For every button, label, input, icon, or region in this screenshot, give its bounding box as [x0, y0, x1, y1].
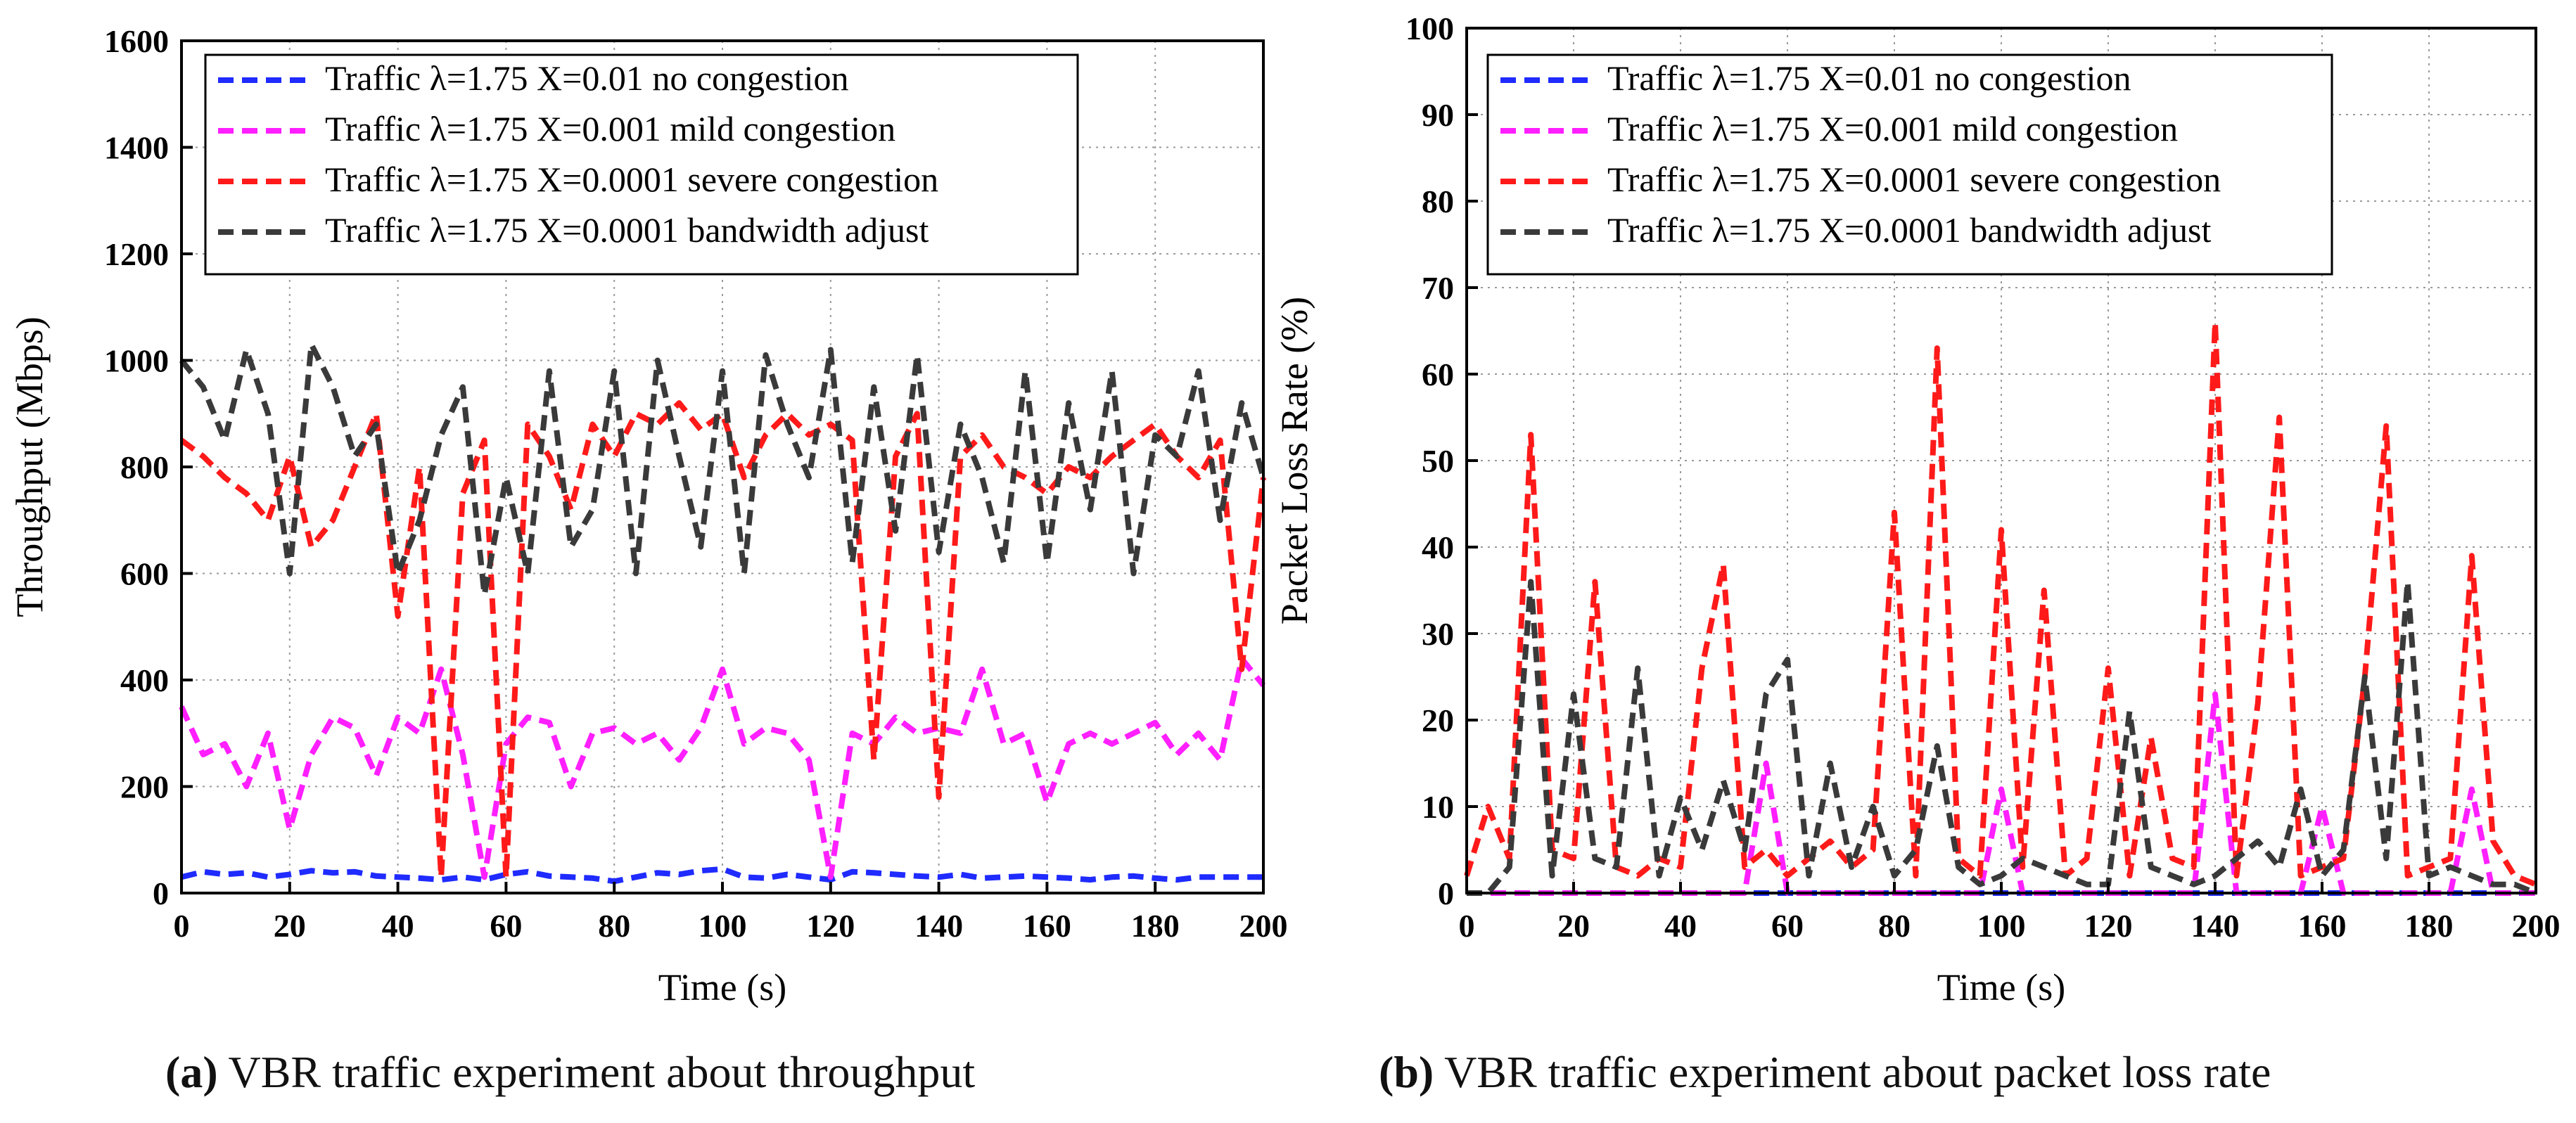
- series-line-4: [1467, 579, 2537, 896]
- y-tick-label: 200: [120, 769, 169, 805]
- x-tick-label: 200: [2512, 908, 2561, 944]
- y-tick-label: 400: [120, 662, 169, 698]
- x-tick-label: 200: [1239, 908, 1288, 944]
- x-axis-label: Time (s): [1937, 966, 2066, 1008]
- series-line-2: [179, 655, 1266, 880]
- x-tick-label: 60: [1771, 908, 1804, 944]
- x-tick-label: 160: [1023, 908, 1071, 944]
- legend-label: Traffic λ=1.75 X=0.001 mild congestion: [325, 109, 895, 148]
- legend-label: Traffic λ=1.75 X=0.01 no congestion: [325, 58, 848, 98]
- x-tick-label: 180: [1131, 908, 1180, 944]
- x-tick-label: 20: [1557, 908, 1590, 944]
- y-tick-label: 30: [1422, 616, 1454, 652]
- y-axis-label: Throughput (Mbps): [8, 316, 51, 617]
- y-tick-label: 0: [153, 875, 169, 911]
- y-tick-label: 600: [120, 556, 169, 592]
- x-axis-label: Time (s): [658, 966, 787, 1008]
- y-tick-label: 0: [1438, 875, 1454, 911]
- y-tick-label: 20: [1422, 702, 1454, 738]
- x-tick-label: 60: [490, 908, 522, 944]
- y-tick-label: 70: [1422, 270, 1454, 306]
- y-tick-label: 100: [1405, 11, 1454, 46]
- legend-box: [204, 53, 1079, 276]
- legend-label: Traffic λ=1.75 X=0.0001 bandwidth adjust: [1607, 210, 2211, 250]
- y-tick-label: 800: [120, 449, 169, 485]
- x-tick-label: 140: [914, 908, 963, 944]
- x-tick-label: 160: [2298, 908, 2347, 944]
- x-tick-label: 120: [806, 908, 855, 944]
- caption-b-text: VBR traffic experiment about packet loss…: [1434, 1047, 2271, 1097]
- caption-a-letter: (a): [165, 1047, 218, 1097]
- caption-b-letter: (b): [1379, 1047, 1434, 1097]
- x-tick-label: 0: [174, 908, 190, 944]
- caption-b: (b) VBR traffic experiment about packet …: [1379, 1046, 2271, 1098]
- y-tick-label: 50: [1422, 443, 1454, 479]
- series-line-4: [179, 341, 1266, 598]
- y-axis-label: Packet Loss Rate (%): [1273, 297, 1315, 624]
- y-tick-label: 80: [1422, 184, 1454, 219]
- y-tick-label: 1000: [104, 343, 169, 379]
- x-tick-label: 0: [1459, 908, 1475, 944]
- legend-label: Traffic λ=1.75 X=0.0001 bandwidth adjust: [325, 210, 929, 250]
- x-tick-label: 80: [1878, 908, 1911, 944]
- x-tick-label: 100: [1977, 908, 2026, 944]
- y-tick-label: 60: [1422, 357, 1454, 392]
- x-tick-label: 100: [699, 908, 747, 944]
- x-tick-label: 120: [2084, 908, 2133, 944]
- y-tick-label: 40: [1422, 530, 1454, 565]
- x-tick-label: 40: [1664, 908, 1697, 944]
- caption-a: (a) VBR traffic experiment about through…: [165, 1046, 975, 1098]
- y-tick-label: 1600: [104, 23, 169, 59]
- legend-label: Traffic λ=1.75 X=0.001 mild congestion: [1607, 109, 2178, 148]
- legend-label: Traffic λ=1.75 X=0.0001 severe congestio…: [1607, 160, 2221, 199]
- x-tick-label: 140: [2191, 908, 2240, 944]
- x-tick-label: 80: [598, 908, 630, 944]
- legend-label: Traffic λ=1.75 X=0.01 no congestion: [1607, 58, 2131, 98]
- throughput-chart: 0 20 40 60 80 100 120 140 160 180 200 0 200 400 600 800…: [8, 23, 1288, 1008]
- caption-a-text: VBR traffic experiment about throughput: [217, 1047, 976, 1097]
- y-tick-label: 1400: [104, 130, 169, 166]
- series-line-1: [181, 866, 1263, 885]
- legend-box: [1486, 53, 2333, 276]
- x-tick-label: 40: [382, 908, 414, 944]
- y-tick-label: 1200: [104, 236, 169, 272]
- y-tick-label: 90: [1422, 97, 1454, 133]
- x-tick-label: 20: [274, 908, 306, 944]
- x-tick-label: 180: [2405, 908, 2454, 944]
- packet-loss-chart: 0 20 40 60 80 100 120 140 160 180 200 0 10 20 30 40 50 60…: [1273, 11, 2561, 1008]
- legend-label: Traffic λ=1.75 X=0.0001 severe congestio…: [325, 160, 938, 199]
- y-tick-label: 10: [1422, 789, 1454, 825]
